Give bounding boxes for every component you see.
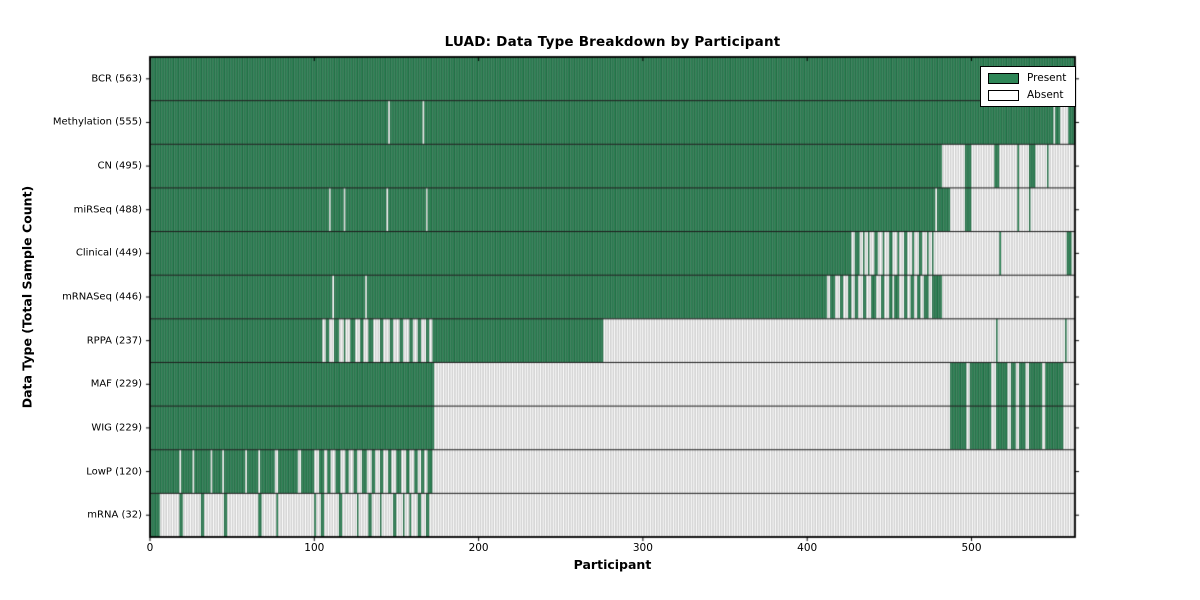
x-tick-label-0: 0	[146, 542, 154, 554]
legend: Present Absent	[980, 66, 1077, 107]
x-tick-label-400: 400	[797, 542, 818, 554]
legend-swatch-present	[988, 72, 1019, 84]
legend-item-present: Present	[988, 72, 1066, 84]
chart-title: LUAD: Data Type Breakdown by Participant	[444, 34, 781, 50]
y-tick-label-mrna: mRNA (32)	[87, 509, 142, 521]
x-tick-label-300: 300	[632, 542, 653, 554]
legend-label-absent: Absent	[1027, 89, 1064, 101]
y-tick-label-clinical: Clinical (449)	[75, 247, 142, 259]
x-tick-label-500: 500	[961, 542, 982, 554]
y-tick-label-cn: CN (495)	[97, 160, 142, 172]
legend-swatch-absent	[988, 89, 1019, 101]
x-axis-label: Participant	[573, 557, 652, 572]
legend-item-absent: Absent	[988, 89, 1066, 101]
y-tick-label-bcr: BCR (563)	[91, 73, 142, 85]
y-tick-label-wig: WIG (229)	[91, 422, 142, 434]
x-tick-label-200: 200	[468, 542, 489, 554]
x-tick-label-100: 100	[304, 542, 325, 554]
y-tick-label-methylation: Methylation (555)	[52, 116, 142, 128]
legend-label-present: Present	[1027, 72, 1067, 84]
y-tick-label-maf: MAF (229)	[90, 378, 142, 390]
y-axis-label: Data Type (Total Sample Count)	[19, 185, 35, 409]
y-tick-label-rppa: RPPA (237)	[86, 335, 142, 347]
y-tick-label-mirseq: miRSeq (488)	[73, 204, 142, 216]
y-tick-label-lowp: LowP (120)	[86, 466, 142, 478]
y-tick-label-mrnaseq: mRNASeq (446)	[62, 291, 142, 303]
